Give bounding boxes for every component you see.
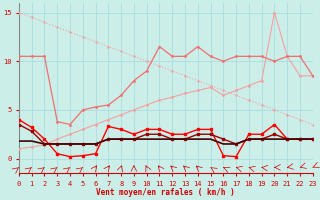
X-axis label: Vent moyen/en rafales ( km/h ): Vent moyen/en rafales ( km/h ) bbox=[96, 188, 235, 197]
